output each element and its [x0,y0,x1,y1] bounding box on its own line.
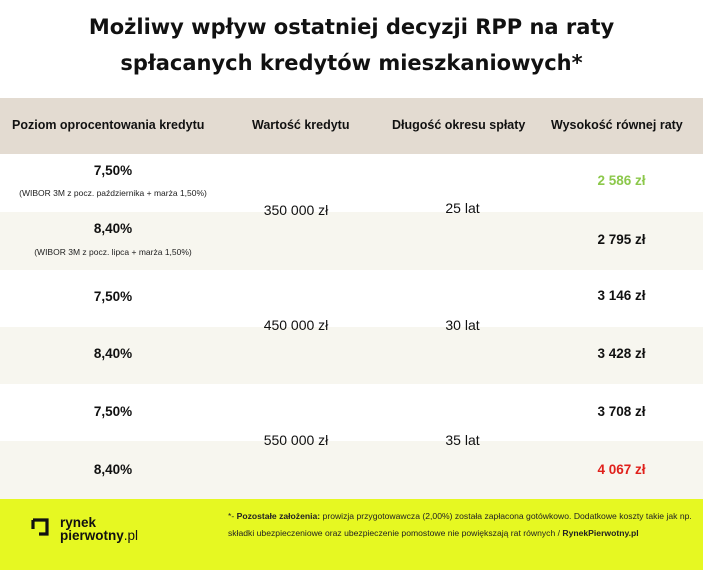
footer-bar [0,499,703,570]
table-header: Poziom oprocentowania kredytu Wartość kr… [0,98,703,154]
footnote-text: prowizja przygotowawcza (2,00%) została … [228,511,692,538]
header-period: Długość okresu spłaty [392,118,526,132]
title-line-1: Możliwy wpływ ostatniej decyzji RPP na r… [88,15,615,39]
footnote: *- Pozostałe założenia: prowizja przygot… [228,508,698,542]
row-band [0,327,703,384]
period-cell: 35 lat [445,432,480,448]
rate-cell: 8,40% [93,346,133,361]
logo-word-1: rynek [60,515,97,530]
rate-cell: 7,50% [93,163,133,178]
footnote-prefix: *- [228,511,237,521]
period-cell: 30 lat [445,317,480,333]
rate-cell: 8,40% [93,221,133,236]
logo-word-2: pierwotny [60,528,124,543]
header-payment: Wysokość równej raty [551,118,683,132]
payment-cell: 3 708 zł [597,404,646,419]
payment-cell: 3 428 zł [597,346,646,361]
period-cell: 25 lat [445,200,480,216]
loan-value-cell: 550 000 zł [263,432,329,448]
rate-note: (WIBOR 3M z pocz. lipca + marża 1,50%) [34,247,192,257]
rate-cell: 7,50% [93,404,133,419]
loan-value-cell: 350 000 zł [263,202,329,218]
payment-cell: 2 795 zł [597,232,646,247]
footnote-source: RynekPierwotny.pl [562,528,639,538]
header-value: Wartość kredytu [252,118,350,132]
rate-note: (WIBOR 3M z pocz. października + marża 1… [19,188,207,198]
payment-cell: 2 586 zł [597,173,646,188]
row-band [0,212,703,270]
logo-suffix: .pl [123,528,139,543]
row-band [0,441,703,499]
title-line-2: spłacanych kredytów mieszkaniowych* [120,51,583,75]
logo-icon [31,518,49,536]
logo: rynek pierwotny.pl [60,515,139,543]
header-rate: Poziom oprocentowania kredytu [12,118,205,132]
rate-cell: 7,50% [93,289,133,304]
footnote-label: Pozostałe założenia: [236,511,321,521]
infographic-title: Możliwy wpływ ostatniej decyzji RPP na r… [0,0,703,98]
payment-cell: 3 146 zł [597,288,646,303]
loan-value-cell: 450 000 zł [263,317,329,333]
payment-cell: 4 067 zł [597,462,646,477]
rate-cell: 8,40% [93,462,133,477]
